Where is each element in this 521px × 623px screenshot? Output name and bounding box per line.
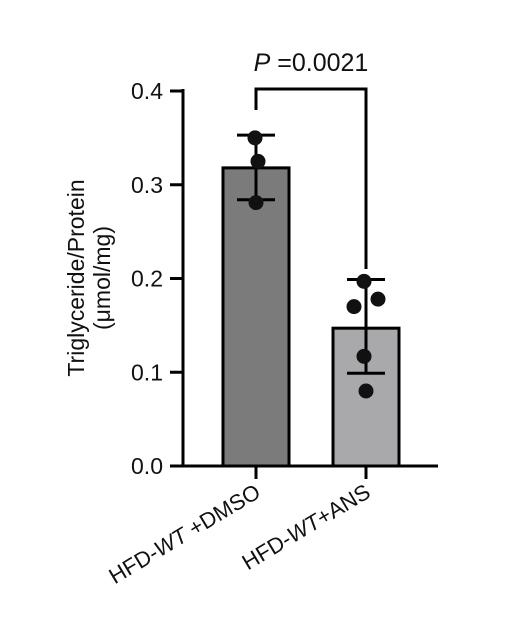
p-value-label: P =0.0021 — [254, 49, 369, 77]
p-value-text: =0.0021 — [270, 49, 368, 77]
p-symbol: P — [254, 49, 271, 77]
y-tick-label: 0.2 — [131, 266, 163, 292]
data-point — [247, 130, 263, 146]
significance-bracket — [254, 87, 368, 269]
data-point — [346, 299, 362, 315]
y-tick-label: 0.0 — [131, 453, 163, 479]
y-axis-label-line2: (μmol/mg) — [89, 226, 115, 330]
bar-1 — [221, 166, 291, 468]
y-ticks-group: 0.0 0.1 0.2 0.3 0.4 — [131, 78, 183, 479]
y-axis-label-line1: Triglyceride/Protein — [63, 179, 89, 376]
data-points-group — [247, 130, 386, 399]
data-point — [370, 291, 386, 307]
data-point — [248, 195, 264, 211]
bars-group — [221, 166, 401, 468]
data-point — [250, 153, 266, 169]
y-tick-label: 0.4 — [131, 78, 163, 104]
y-tick-label: 0.3 — [131, 172, 163, 198]
data-point — [358, 383, 374, 399]
y-tick-label: 0.1 — [131, 359, 163, 385]
data-point — [356, 273, 372, 289]
x-tick-label: HFD-WT +DMSO — [105, 479, 265, 589]
data-point — [356, 348, 372, 364]
